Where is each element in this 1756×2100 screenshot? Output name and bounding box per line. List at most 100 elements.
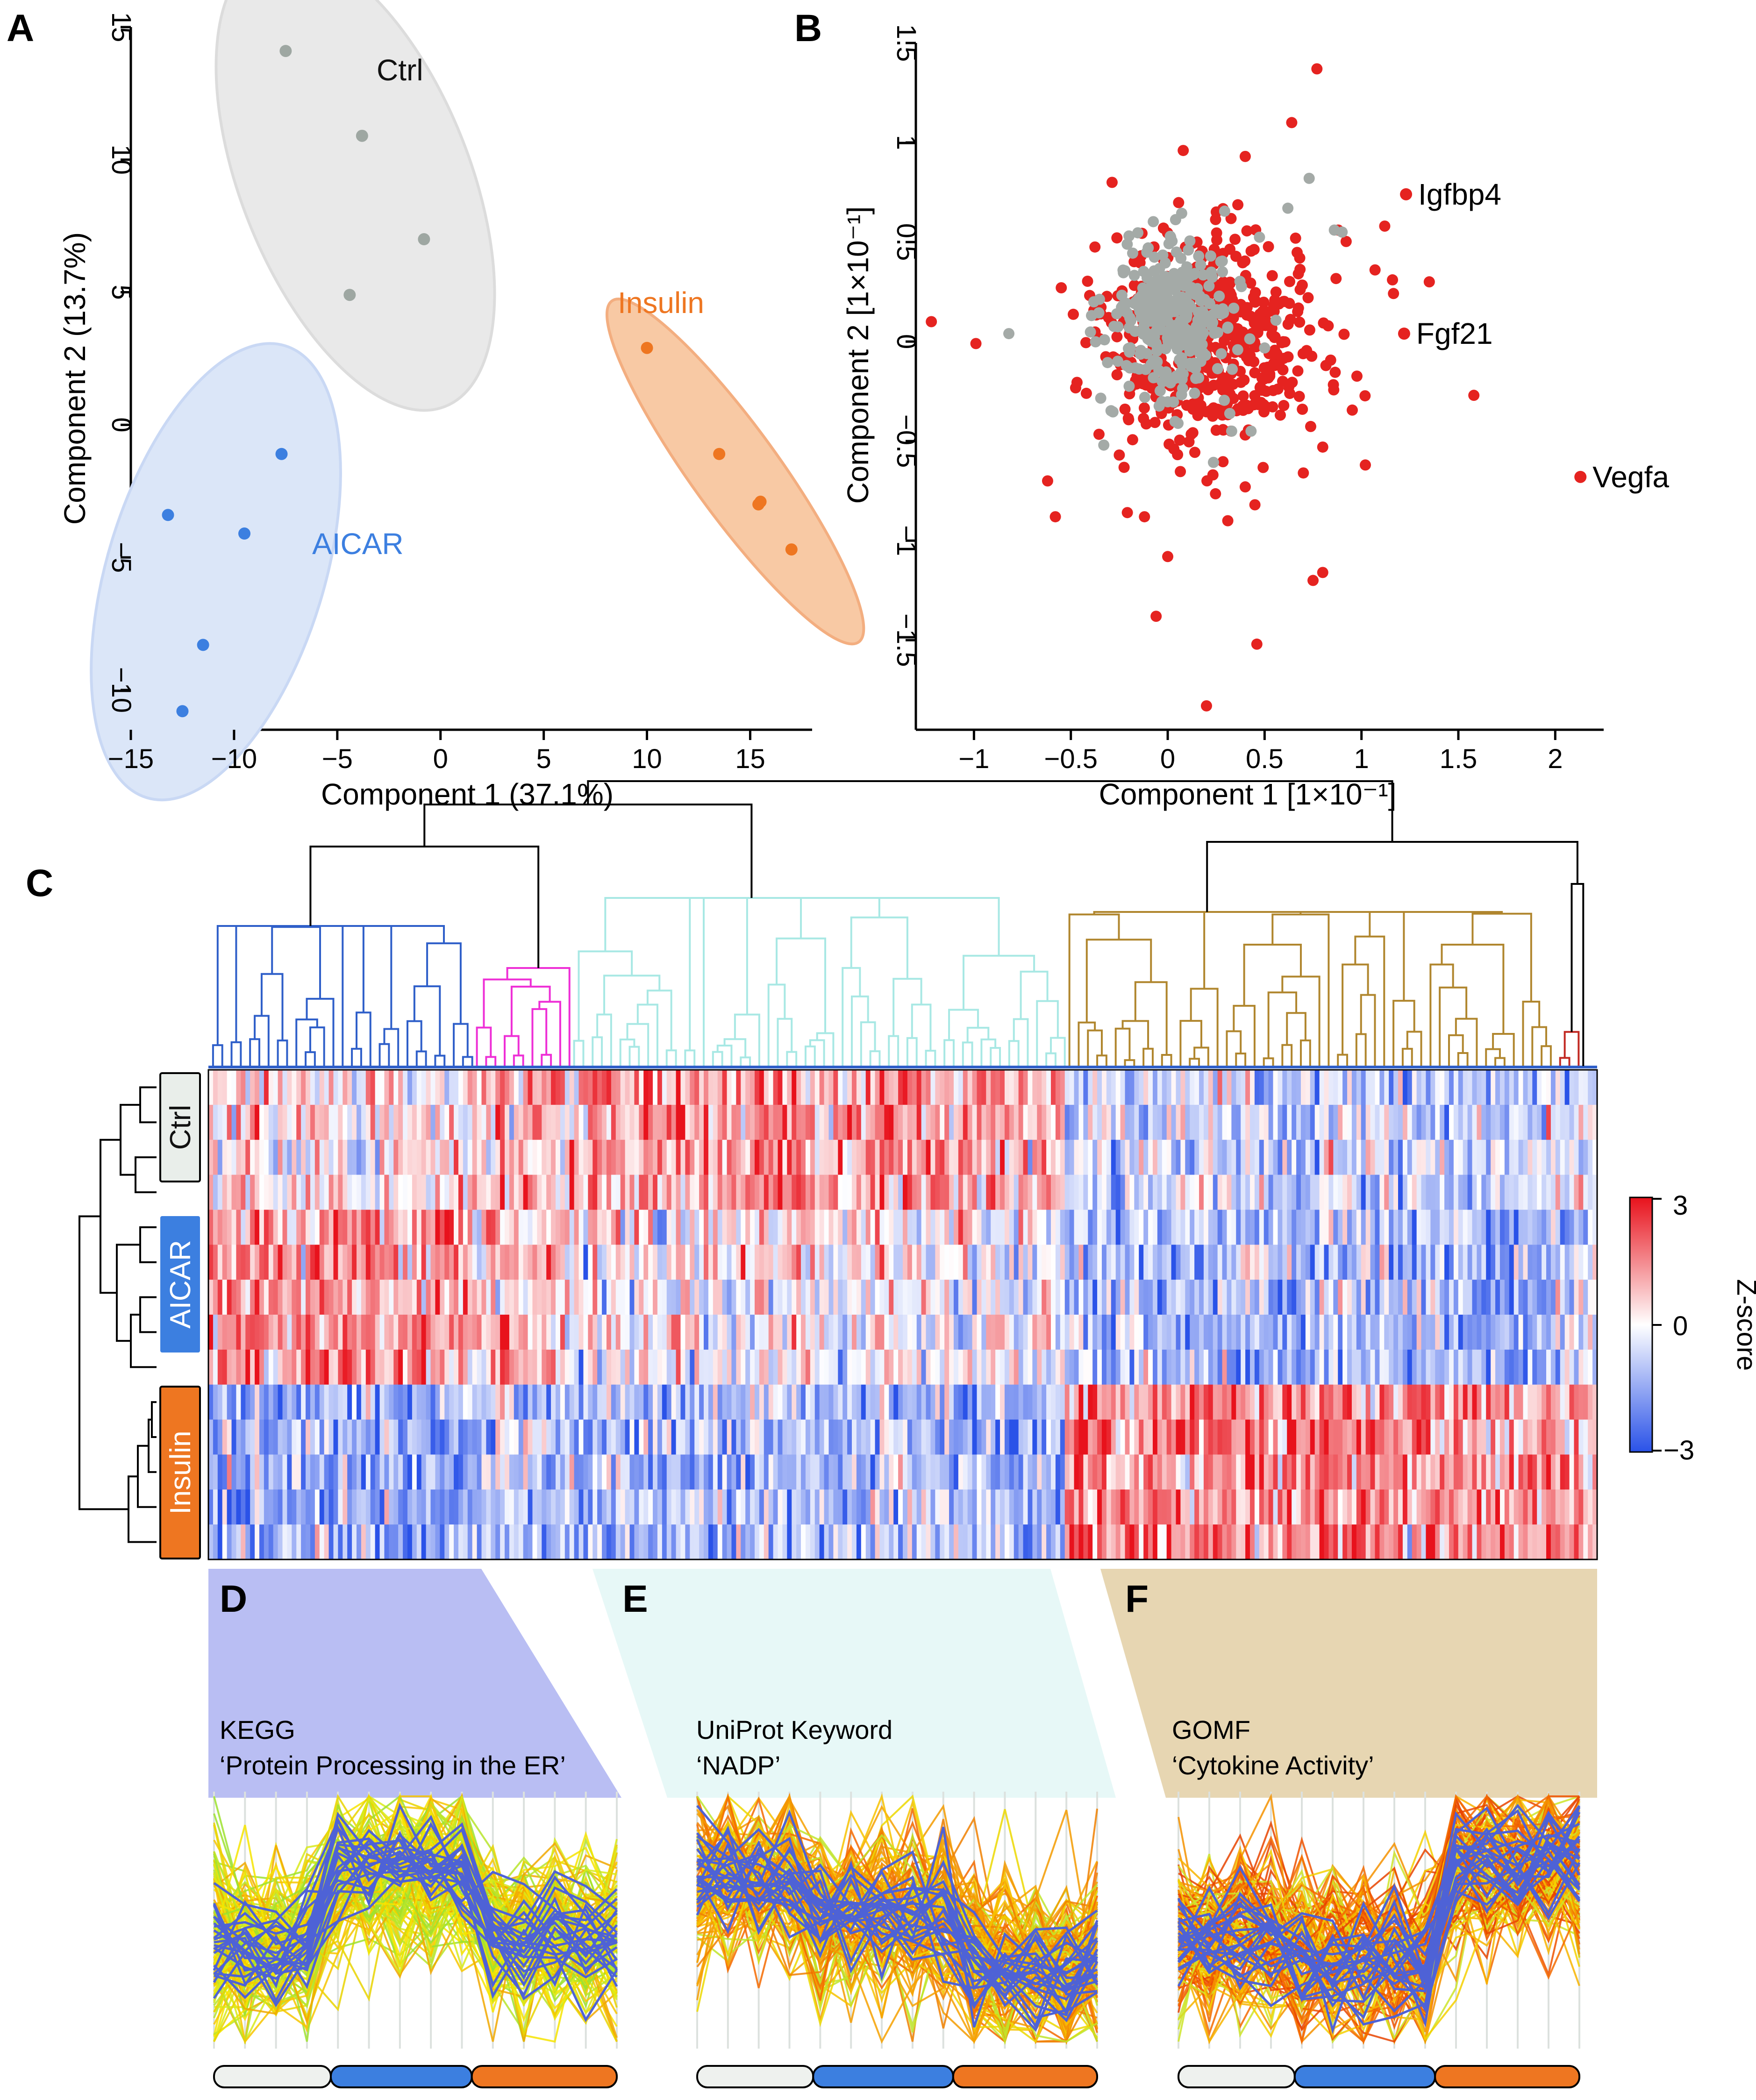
heatmap-cell xyxy=(861,1315,866,1350)
heatmap-cell xyxy=(1139,1315,1144,1350)
heatmap-cell xyxy=(1254,1524,1260,1560)
heatmap-cell xyxy=(1347,1419,1352,1455)
heatmap-cell xyxy=(759,1454,764,1490)
heatmap-cell xyxy=(1241,1175,1246,1210)
heatmap-cell xyxy=(1458,1419,1463,1455)
heatmap-cell xyxy=(903,1070,908,1105)
heatmap-cell xyxy=(384,1524,389,1560)
panel-b-point-grey xyxy=(1219,394,1230,406)
heatmap-cell xyxy=(486,1070,491,1105)
heatmap-cell xyxy=(1370,1384,1376,1420)
panel-a-point-ctrl xyxy=(279,45,292,57)
heatmap-cell xyxy=(403,1384,408,1420)
heatmap-cell xyxy=(1310,1245,1315,1280)
heatmap-cell xyxy=(292,1245,297,1280)
heatmap-cell xyxy=(1254,1280,1260,1315)
dendrogram-top-branch xyxy=(271,926,321,999)
panel-b-point-grey xyxy=(1148,316,1160,327)
heatmap-cell xyxy=(1375,1210,1380,1245)
heatmap-cell xyxy=(1287,1454,1292,1490)
heatmap-cell xyxy=(416,1210,422,1245)
heatmap-cell xyxy=(407,1070,413,1105)
heatmap-cell xyxy=(1060,1210,1065,1245)
panel-b-point-grey xyxy=(1133,363,1145,375)
heatmap-cell xyxy=(1217,1210,1223,1245)
heatmap-cell xyxy=(1185,1104,1190,1140)
heatmap-cell xyxy=(407,1454,413,1490)
heatmap-cell xyxy=(1365,1419,1371,1455)
heatmap-cell xyxy=(1106,1489,1112,1525)
heatmap-cell xyxy=(1125,1210,1130,1245)
heatmap-cell xyxy=(287,1315,292,1350)
heatmap-cell xyxy=(556,1280,561,1315)
heatmap-cell xyxy=(782,1280,787,1315)
heatmap-cell xyxy=(1129,1524,1135,1560)
heatmap-cell xyxy=(597,1419,602,1455)
heatmap-cell xyxy=(824,1139,829,1175)
heatmap-cell xyxy=(870,1104,876,1140)
heatmap-cell xyxy=(1342,1454,1348,1490)
heatmap-cell xyxy=(1037,1384,1042,1420)
heatmap-cell xyxy=(1393,1175,1399,1210)
panel-label-b: B xyxy=(794,7,822,50)
dendrogram-top-branch xyxy=(1360,994,1376,1066)
heatmap-cell xyxy=(1361,1245,1366,1280)
heatmap-cell xyxy=(967,1489,973,1525)
heatmap-cell xyxy=(495,1139,500,1175)
heatmap-cell xyxy=(713,1210,718,1245)
heatmap-cell xyxy=(1430,1524,1435,1560)
heatmap-cell xyxy=(1199,1245,1204,1280)
heatmap-cell xyxy=(1430,1139,1435,1175)
heatmap-cell xyxy=(435,1210,440,1245)
heatmap-cell xyxy=(440,1104,445,1140)
heatmap-cell xyxy=(1292,1104,1297,1140)
heatmap-cell xyxy=(301,1104,306,1140)
heatmap-cell xyxy=(1101,1524,1107,1560)
heatmap-cell xyxy=(801,1489,806,1525)
heatmap-cell xyxy=(310,1280,315,1315)
heatmap-cell xyxy=(615,1384,621,1420)
heatmap-cell xyxy=(481,1419,486,1455)
heatmap-cell xyxy=(449,1280,454,1315)
heatmap-cell xyxy=(1227,1524,1232,1560)
heatmap-cell xyxy=(1347,1524,1352,1560)
dendrogram-top-branch xyxy=(1134,981,1168,1055)
heatmap-cell xyxy=(1143,1280,1149,1315)
heatmap-cell xyxy=(1338,1419,1343,1455)
heatmap-cell xyxy=(814,1104,820,1140)
heatmap-cell xyxy=(1097,1070,1102,1105)
heatmap-cell xyxy=(458,1419,464,1455)
heatmap-cell xyxy=(1379,1139,1385,1175)
heatmap-cell xyxy=(1222,1139,1228,1175)
heatmap-cell xyxy=(754,1280,760,1315)
heatmap-cell xyxy=(916,1349,922,1385)
heatmap-cell xyxy=(217,1280,223,1315)
heatmap-cell xyxy=(1231,1280,1236,1315)
heatmap-cell xyxy=(1458,1175,1463,1210)
heatmap-cell xyxy=(657,1210,663,1245)
heatmap-cell xyxy=(782,1524,787,1560)
heatmap-cell xyxy=(449,1245,454,1280)
heatmap-cell xyxy=(273,1280,278,1315)
heatmap-cell xyxy=(611,1315,616,1350)
heatmap-cell xyxy=(1157,1139,1163,1175)
heatmap-cell xyxy=(542,1280,547,1315)
heatmap-cell xyxy=(977,1210,982,1245)
heatmap-cell xyxy=(1143,1419,1149,1455)
heatmap-cell xyxy=(1213,1524,1218,1560)
panel-b-point-red xyxy=(1272,383,1284,395)
panel-b-point-grey xyxy=(1184,235,1196,247)
heatmap-cell xyxy=(1213,1419,1218,1455)
heatmap-cell xyxy=(287,1454,292,1490)
heatmap-cell xyxy=(592,1175,598,1210)
heatmap-cell xyxy=(842,1315,848,1350)
heatmap-cell xyxy=(1416,1489,1422,1525)
heatmap-cell xyxy=(879,1280,885,1315)
heatmap-cell xyxy=(930,1384,935,1420)
heatmap-cell xyxy=(986,1524,991,1560)
heatmap-cell xyxy=(875,1139,880,1175)
heatmap-cell xyxy=(639,1175,644,1210)
heatmap-cell xyxy=(486,1280,491,1315)
heatmap-cell xyxy=(375,1210,380,1245)
heatmap-cell xyxy=(921,1454,927,1490)
